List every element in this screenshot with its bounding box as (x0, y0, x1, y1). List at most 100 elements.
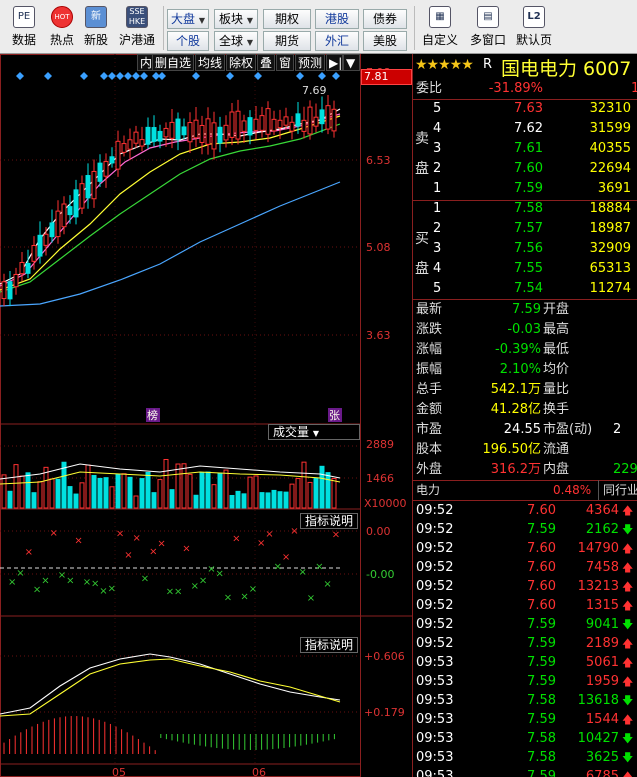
level-number: 2 (433, 161, 442, 176)
hk-connect-button-label: 沪港通 (118, 33, 155, 47)
level-price: 7.60 (514, 161, 543, 176)
market-dapan-button[interactable]: 大盘 ▼ (167, 9, 209, 29)
arrow-down-icon: 🡇 (622, 694, 634, 707)
stat-row: 涨幅 -0.39% 最低 (413, 340, 637, 360)
rank-badge-label: 榜 (147, 408, 158, 422)
volume-bar (169, 489, 175, 509)
multi-window-button[interactable]: ▤ 多窗口 (466, 4, 510, 52)
tab-nei[interactable]: 内 (137, 54, 156, 71)
level-volume: 18884 (589, 201, 631, 216)
tick-volume: 13213 (577, 579, 619, 594)
stat-value: -0.03 (507, 322, 541, 337)
multi-window-icon: ▤ (477, 6, 499, 28)
indicator2-help-button[interactable]: 指标说明 (300, 637, 359, 653)
candle-body (85, 175, 91, 199)
tab-window[interactable]: 窗 (276, 54, 295, 71)
level-volume: 22694 (589, 161, 631, 176)
stat-value: 316.2万 (490, 462, 541, 477)
tab-remove-favorite[interactable]: 删自选 (152, 54, 195, 71)
tick-time: 09:52 (416, 579, 454, 594)
candle-body (1, 281, 7, 300)
candle-body (277, 119, 283, 129)
candle-body (175, 118, 181, 140)
tick-row: 09:53 7.58 13618 🡇 (413, 691, 637, 710)
tab-ex-rights[interactable]: 除权 (226, 54, 257, 71)
kline-chart[interactable]: × × × × × × × × × × × × × × × × × × × × × × × × × × × × × × × × × × × × × × × ×… (0, 54, 412, 777)
tick-price: 7.58 (527, 750, 556, 765)
tab-moving-average[interactable]: 均线 (195, 54, 226, 71)
market-qiquan-button[interactable]: 期权 (263, 9, 311, 29)
candle-body (295, 113, 301, 127)
sector-name: 电力 (416, 483, 441, 497)
volume-bar (241, 493, 247, 509)
rank-badge[interactable] (146, 408, 160, 422)
candle-body (211, 122, 217, 150)
limit-badge[interactable] (328, 408, 342, 422)
new-stock-button[interactable]: 新 新股 (74, 4, 118, 52)
event-markers[interactable] (16, 72, 340, 80)
default-page-button[interactable]: L2 默认页 (512, 4, 556, 52)
volume-bar (193, 494, 199, 509)
volume-bar (331, 478, 337, 509)
high-price-marker: 7.69 (302, 84, 327, 97)
indicator-label: 0.00 (366, 525, 391, 538)
dropdown-arrow-icon: ▼ (198, 16, 205, 25)
dropdown-arrow-icon: ▼ (246, 38, 253, 47)
buy-side-label: 买盘 (415, 231, 429, 277)
candle-body (193, 119, 199, 139)
market-zhaiquan-button[interactable]: 债券 (363, 9, 407, 29)
stat-label: 外盘 (416, 462, 443, 477)
sector-row: 电力 0.48% 同行业 (413, 480, 637, 500)
indicator1-help-button[interactable]: 指标说明 (300, 513, 359, 529)
macd-bars (3, 716, 335, 754)
stat-value: 24.55 (503, 422, 541, 437)
ask-level-row: 2 7.60 22694 (413, 159, 637, 179)
candle-body (217, 126, 223, 144)
chevron-down-icon[interactable]: ▼ (343, 54, 360, 71)
tab-same-industry[interactable]: 同行业 (598, 480, 637, 500)
level-number: 5 (433, 101, 442, 116)
market-meigu-button[interactable]: 美股 (363, 31, 407, 51)
hk-connect-icon: SSE HKE (126, 6, 148, 28)
hot-button[interactable]: HOT 热点 (40, 4, 84, 52)
volume-bar (235, 490, 241, 509)
candle-body (307, 106, 313, 135)
level-number: 1 (433, 181, 442, 196)
stat-value: 196.50亿 (482, 442, 542, 457)
market-ganggu-button[interactable]: 港股 (315, 9, 359, 29)
volume-selector[interactable]: 成交量 ▼ (268, 424, 360, 440)
indicator-marker: × (108, 583, 116, 594)
volume-bar (97, 477, 103, 509)
customize-button[interactable]: ▦ 自定义 (418, 4, 462, 52)
step-forward-icon[interactable]: ▶| (326, 54, 343, 71)
volume-ma-line (0, 471, 341, 485)
volume-bar (205, 471, 211, 509)
volume-ma-line (0, 463, 341, 480)
stat-row: 金额 41.28亿 换手 (413, 400, 637, 420)
indicator1-markers: ××××××× ××× ×× ×××××××× ××××× ××××××××××××××× (8, 526, 340, 604)
l2-icon: L2 (523, 6, 545, 28)
tab-overlay[interactable]: 叠 (257, 54, 276, 71)
indicator-marker: × (199, 575, 207, 586)
level-price: 7.59 (514, 181, 543, 196)
market-qihuo-button[interactable]: 期货 (263, 31, 311, 51)
chart-frame (0, 54, 361, 777)
level-price: 7.54 (514, 281, 543, 296)
macd-label: +0.606 (364, 650, 405, 663)
divider (413, 99, 637, 100)
data-button[interactable]: PE 数据 (2, 4, 46, 52)
candle-body (13, 273, 19, 288)
hk-connect-button[interactable]: SSE HKE 沪港通 (114, 4, 160, 52)
tab-forecast[interactable]: 预测 (295, 54, 326, 71)
volume-bar (73, 493, 79, 509)
volume-bar (79, 482, 85, 509)
market-waihui-button[interactable]: 外汇 (315, 31, 359, 51)
volume-bar (283, 491, 289, 509)
volume-label: 2889 (366, 438, 394, 451)
market-bankuai-button[interactable]: 板块 ▼ (214, 9, 258, 29)
volume-bar (181, 463, 187, 509)
chart-canvas[interactable]: ××××××× ××× ×× ×××××××× ××××× ×××××××××××××××… (0, 54, 412, 777)
market-gegu-button[interactable]: 个股 (167, 31, 209, 51)
market-quanqiu-button[interactable]: 全球 ▼ (214, 31, 258, 51)
customize-icon: ▦ (429, 6, 451, 28)
